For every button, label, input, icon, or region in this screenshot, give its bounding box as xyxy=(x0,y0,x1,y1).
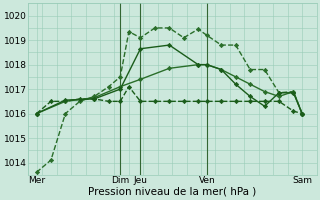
X-axis label: Pression niveau de la mer( hPa ): Pression niveau de la mer( hPa ) xyxy=(88,187,256,197)
